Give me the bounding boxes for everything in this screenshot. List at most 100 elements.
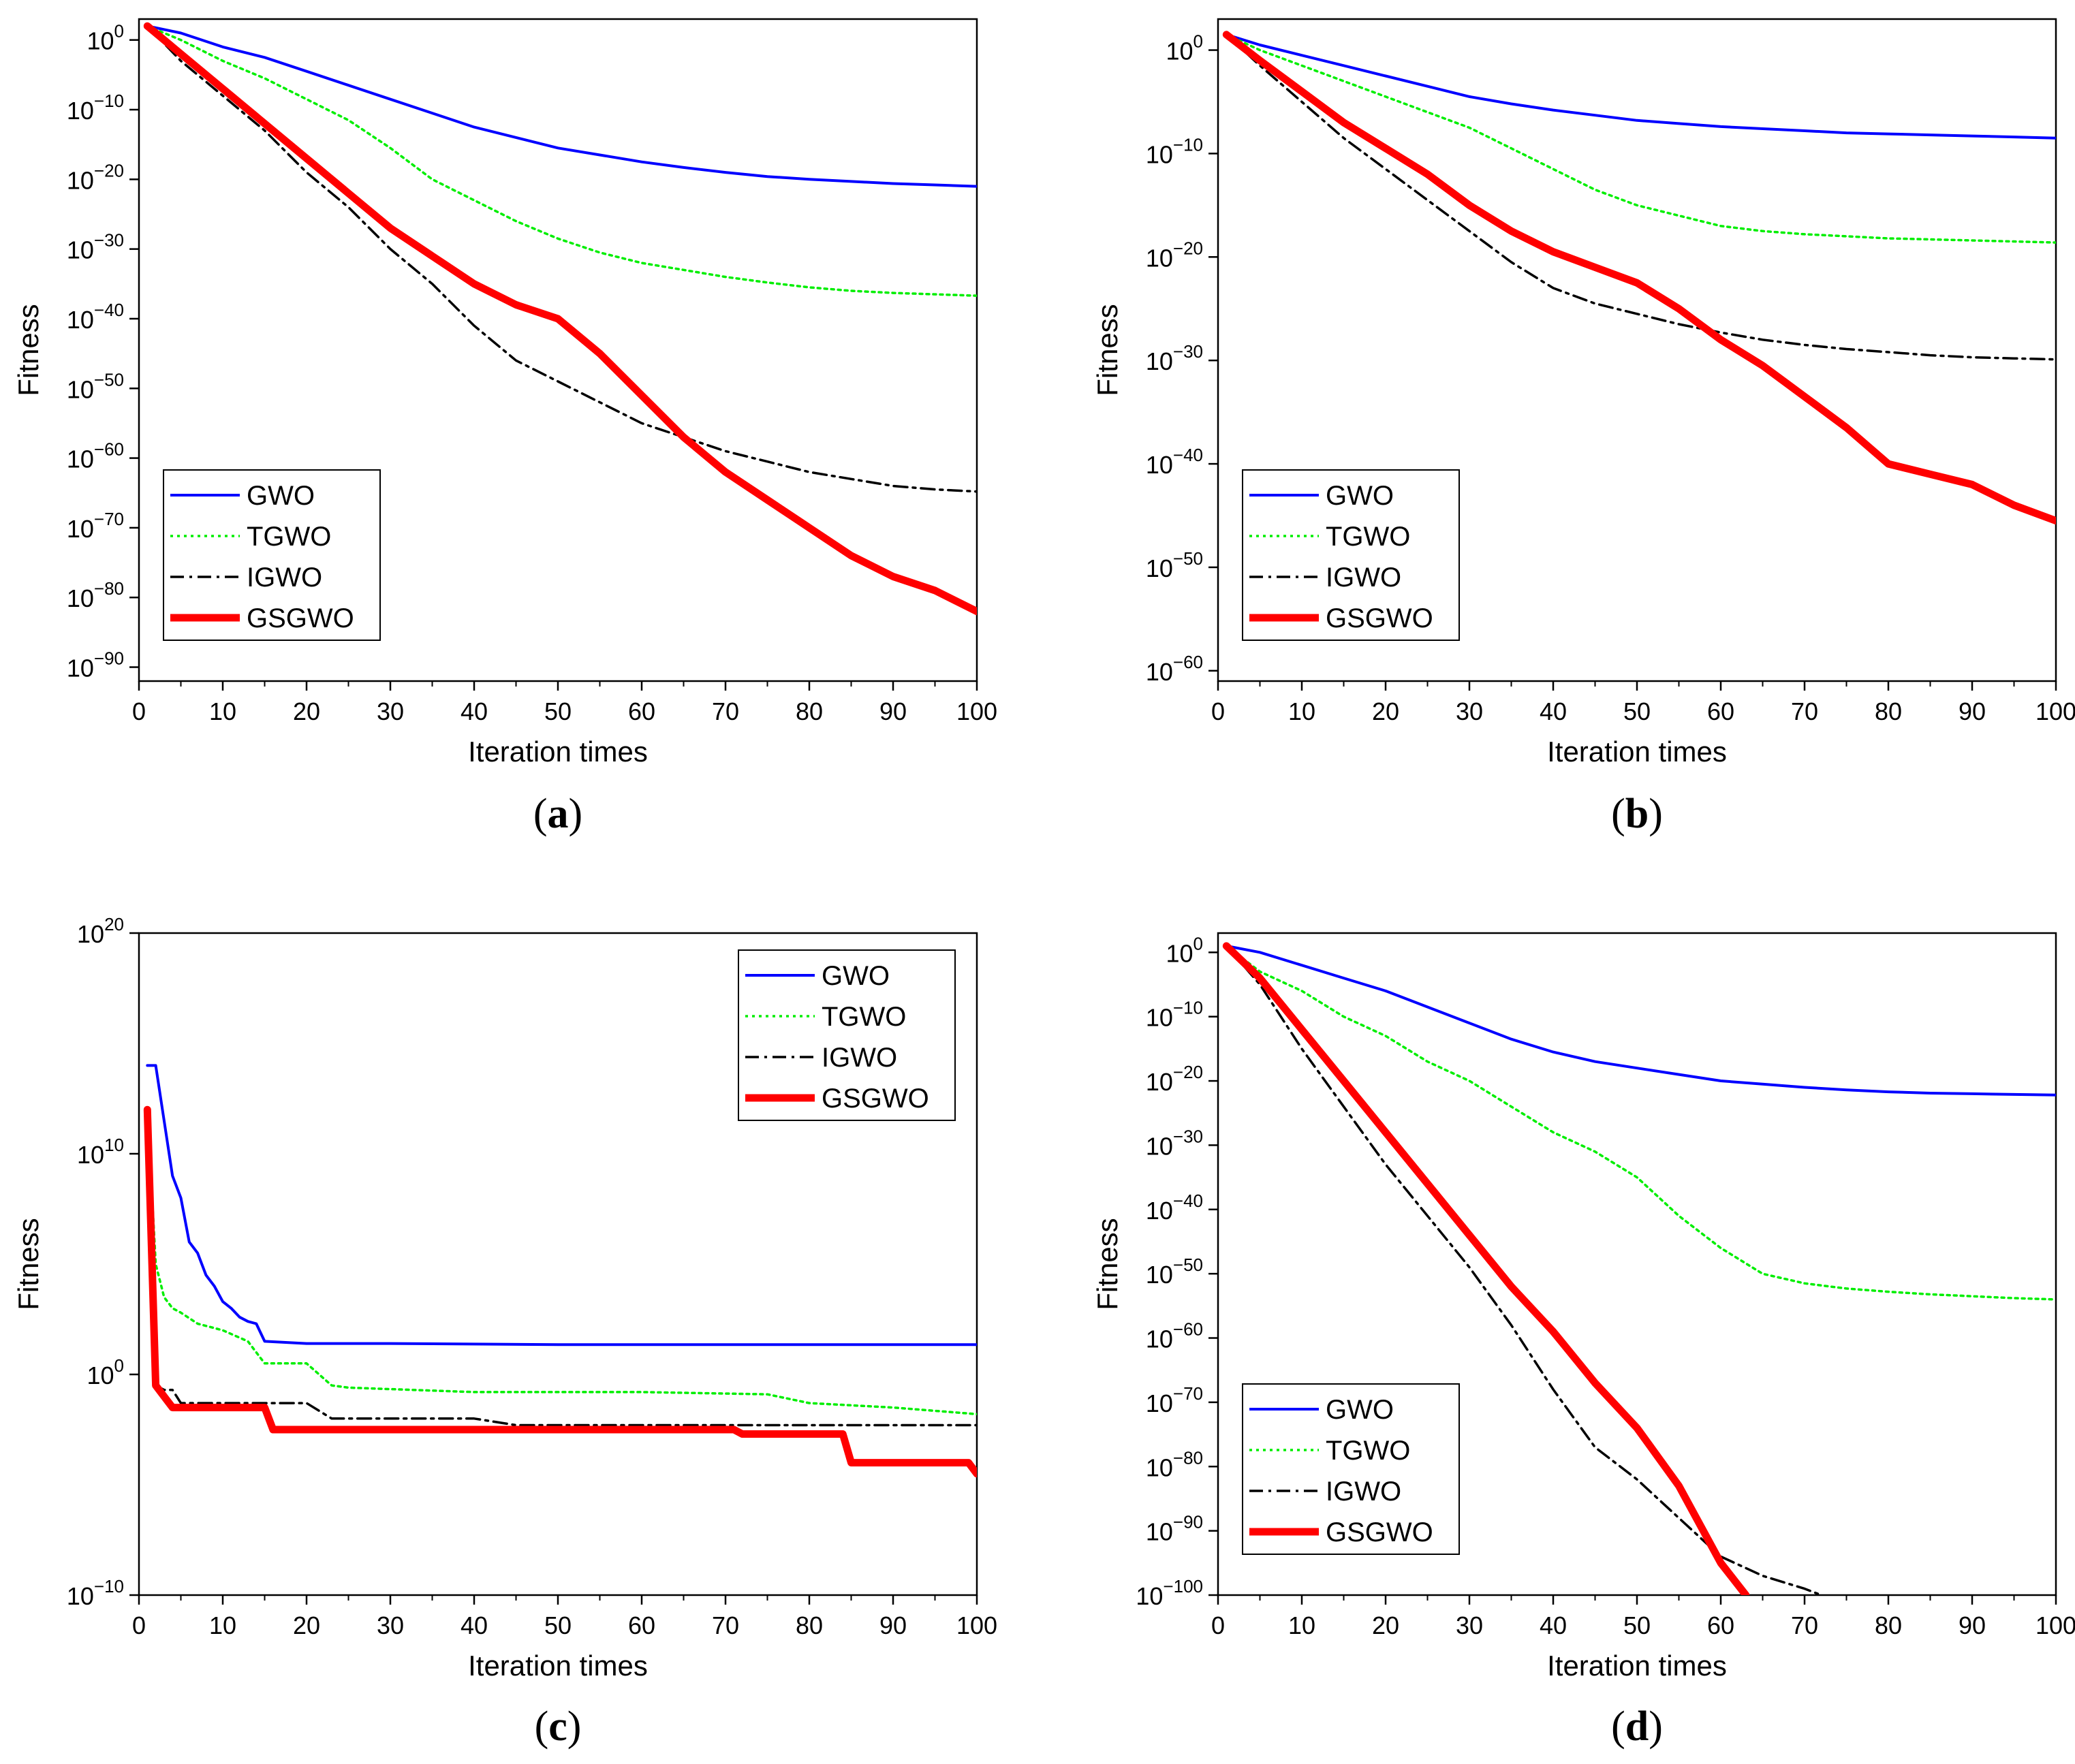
y-tick-label: 100: [87, 1355, 124, 1389]
series-group: [1222, 31, 2056, 525]
y-tick-label: 10−60: [1146, 652, 1203, 686]
y-tick-label: 100: [1166, 31, 1203, 65]
y-tick-label: 10−50: [1146, 548, 1203, 582]
y-tick-label: 10−60: [1146, 1319, 1203, 1353]
legend-box: [1242, 469, 1460, 641]
series-line-gsgwo: [1222, 942, 1750, 1595]
legend-label-igwo: IGWO: [822, 1043, 897, 1073]
y-tick-label: 10−30: [1146, 341, 1203, 375]
series-line-tgwo: [1225, 33, 2056, 244]
panel-caption: (c): [535, 1703, 582, 1750]
legend: GWO TGWO IGWO GSGWO: [1242, 1383, 1460, 1555]
panel-b: 0 10 20 30 40 50 60 70 80 90 100 100 10−10 10−20 10−30…: [1091, 18, 2075, 837]
y-axis-label: Fitness: [12, 304, 44, 396]
x-tick-label: 20: [1372, 1611, 1399, 1639]
y-axis-label: Fitness: [1091, 304, 1123, 396]
x-axis-label: Iteration times: [468, 736, 648, 768]
x-tick-label: 40: [461, 1611, 488, 1639]
y-tick-label: 10−50: [1146, 1255, 1203, 1289]
x-tick-label: 100: [2035, 697, 2075, 725]
x-tick-label: 10: [209, 697, 236, 725]
y-tick-label: 100: [1166, 933, 1203, 967]
y-tick-label: 10−20: [67, 160, 124, 194]
x-tick-label: 100: [2035, 1611, 2075, 1639]
x-tick-label: 0: [1211, 1611, 1225, 1639]
series-line-tgwo: [146, 25, 977, 297]
panel-c: 0 10 20 30 40 50 60 70 80 90 1001020101010010−10It…: [12, 914, 997, 1750]
legend-label-tgwo: TGWO: [247, 522, 331, 552]
x-tick-label: 70: [712, 697, 739, 725]
x-tick-label: 0: [132, 697, 146, 725]
x-tick-label: 90: [879, 697, 907, 725]
series-line-tgwo: [146, 1108, 977, 1416]
series-line-gsgwo: [143, 22, 977, 616]
y-axis-label: Fitness: [12, 1218, 44, 1310]
y-tick-label: 10−100: [1136, 1576, 1203, 1610]
legend-label-igwo: IGWO: [1326, 563, 1401, 593]
legend-box: [1242, 1383, 1460, 1555]
y-tick-label: 10−80: [67, 578, 124, 612]
series-line-igwo: [1225, 33, 2056, 361]
series-group: [143, 1064, 977, 1478]
y-tick-label: 1010: [77, 1135, 124, 1169]
series-line-igwo: [1225, 945, 1823, 1595]
x-axis-label: Iteration times: [468, 1650, 648, 1682]
legend-label-gwo: GWO: [822, 961, 890, 991]
y-tick-label: 10−40: [1146, 445, 1203, 479]
x-tick-label: 70: [1791, 697, 1818, 725]
series-line-gsgwo: [143, 1105, 977, 1478]
series-line-gwo: [146, 1064, 977, 1346]
series-line-gsgwo: [1222, 31, 2056, 525]
legend-label-gwo: GWO: [247, 481, 315, 511]
x-tick-label: 80: [796, 1611, 823, 1639]
legend-box: [738, 949, 956, 1121]
x-tick-label: 40: [461, 697, 488, 725]
x-tick-label: 80: [796, 697, 823, 725]
x-tick-label: 70: [712, 1611, 739, 1639]
y-tick-label: 10−40: [67, 300, 124, 334]
y-tick-label: 10−40: [1146, 1191, 1203, 1225]
legend: GWO TGWO IGWO GSGWO: [738, 949, 956, 1121]
y-tick-label: 100: [87, 21, 124, 55]
y-tick-label: 10−30: [1146, 1126, 1203, 1160]
x-tick-label: 0: [1211, 697, 1225, 725]
x-tick-label: 40: [1540, 697, 1567, 725]
y-tick-label: 10−10: [67, 91, 124, 125]
x-tick-label: 20: [293, 697, 320, 725]
series-line-gwo: [146, 25, 977, 188]
legend-label-tgwo: TGWO: [1326, 1436, 1410, 1466]
x-tick-label: 90: [1959, 697, 1986, 725]
x-tick-label: 40: [1540, 1611, 1567, 1639]
series-line-igwo: [146, 25, 977, 493]
x-tick-label: 50: [544, 1611, 572, 1639]
x-tick-label: 10: [1288, 1611, 1315, 1639]
x-axis-label: Iteration times: [1547, 736, 1727, 768]
y-tick-label: 10−80: [1146, 1447, 1203, 1481]
x-tick-label: 100: [956, 697, 997, 725]
legend-label-gsgwo: GSGWO: [247, 603, 354, 633]
series-line-tgwo: [1225, 945, 2056, 1301]
legend-label-gsgwo: GSGWO: [1326, 603, 1433, 633]
y-tick-label: 10−20: [1146, 1062, 1203, 1096]
x-tick-label: 50: [1623, 697, 1651, 725]
x-tick-label: 80: [1875, 1611, 1902, 1639]
legend-box: [163, 469, 381, 641]
x-tick-label: 80: [1875, 697, 1902, 725]
x-tick-label: 30: [1456, 1611, 1483, 1639]
x-tick-label: 70: [1791, 1611, 1818, 1639]
x-tick-label: 100: [956, 1611, 997, 1639]
series-group: [143, 22, 977, 616]
legend-label-gwo: GWO: [1326, 1395, 1394, 1425]
series-line-gwo: [1225, 944, 2056, 1097]
x-tick-label: 60: [628, 697, 655, 725]
y-tick-label: 10−10: [67, 1576, 124, 1610]
y-tick-label: 10−70: [1146, 1383, 1203, 1417]
x-axis-label: Iteration times: [1547, 1650, 1727, 1682]
x-tick-label: 60: [628, 1611, 655, 1639]
panel-caption: (a): [533, 791, 582, 837]
legend-label-igwo: IGWO: [247, 563, 322, 593]
x-tick-label: 60: [1707, 697, 1734, 725]
panel-caption: (b): [1611, 791, 1663, 837]
x-tick-label: 90: [1959, 1611, 1986, 1639]
